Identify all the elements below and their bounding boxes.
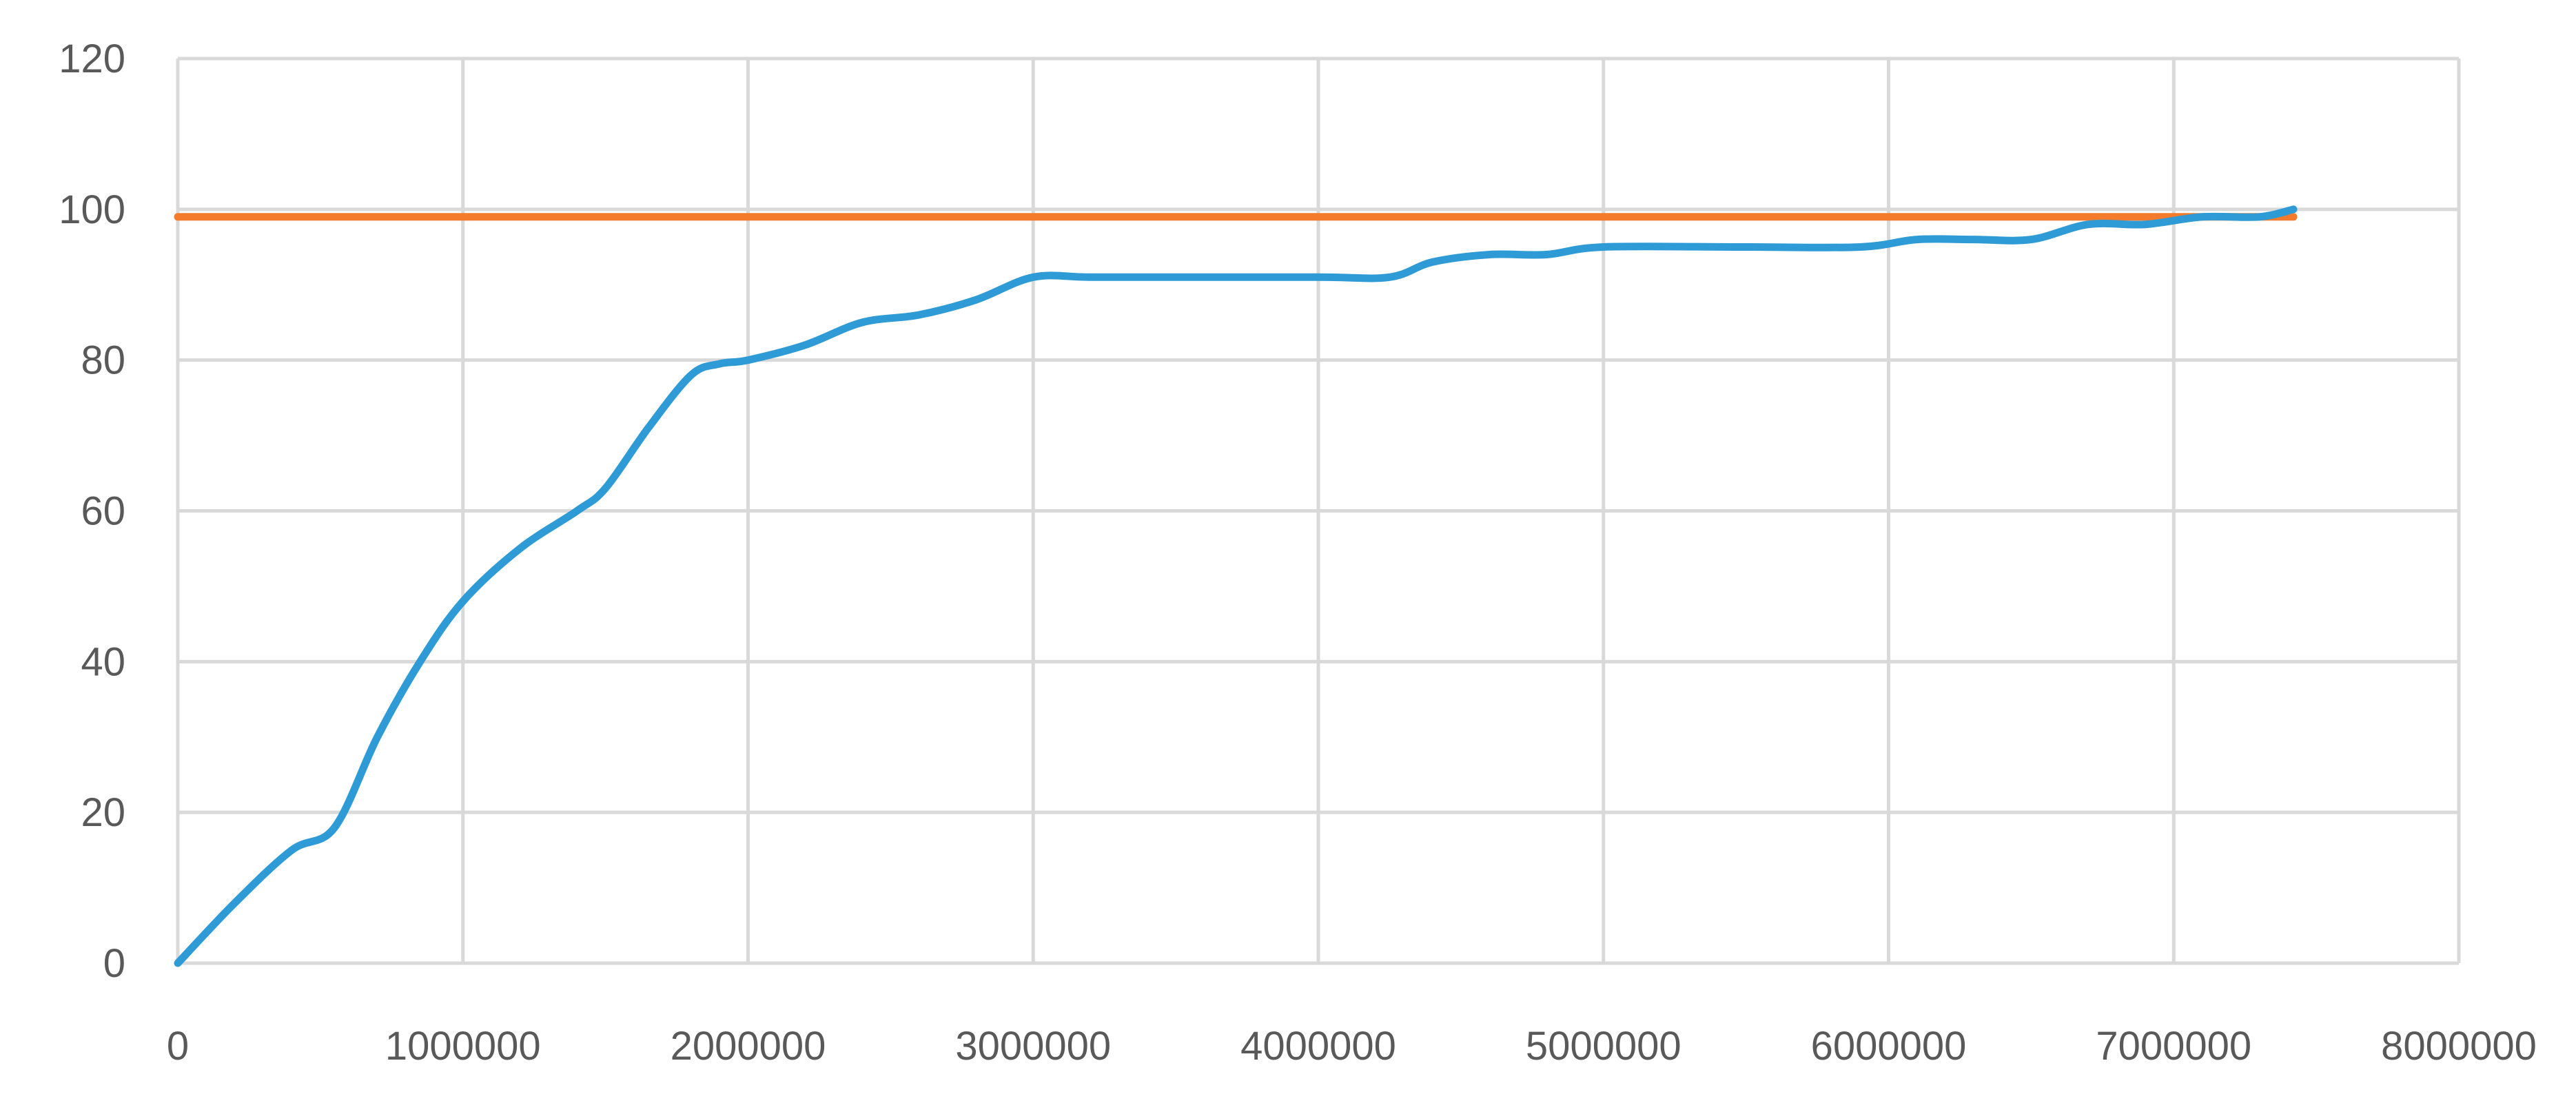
- y-tick-label-60: 60: [81, 489, 125, 534]
- x-tick-label-6000000: 6000000: [1811, 1024, 1967, 1069]
- y-tick-label-120: 120: [59, 37, 125, 81]
- series-layer: [174, 205, 2298, 967]
- x-axis-tick-labels: 0 1000000 2000000 3000000 4000000 5000000 6000…: [167, 1024, 2537, 1069]
- y-tick-label-100: 100: [59, 187, 125, 232]
- y-tick-label-80: 80: [81, 338, 125, 383]
- x-tick-label-4000000: 4000000: [1240, 1024, 1396, 1069]
- series-line-blue: [174, 205, 2298, 967]
- x-tick-label-3000000: 3000000: [955, 1024, 1111, 1069]
- y-tick-label-0: 0: [103, 941, 125, 986]
- x-tick-label-5000000: 5000000: [1526, 1024, 1681, 1069]
- x-tick-label-1000000: 1000000: [385, 1024, 541, 1069]
- grid: [176, 56, 2461, 965]
- x-tick-label-0: 0: [167, 1024, 189, 1069]
- y-axis-tick-labels: 0 20 40 60 80 100 120: [59, 37, 125, 986]
- x-tick-label-8000000: 8000000: [2381, 1024, 2537, 1069]
- y-tick-label-40: 40: [81, 639, 125, 684]
- y-tick-label-20: 20: [81, 790, 125, 835]
- x-tick-label-7000000: 7000000: [2096, 1024, 2251, 1069]
- x-tick-label-2000000: 2000000: [671, 1024, 826, 1069]
